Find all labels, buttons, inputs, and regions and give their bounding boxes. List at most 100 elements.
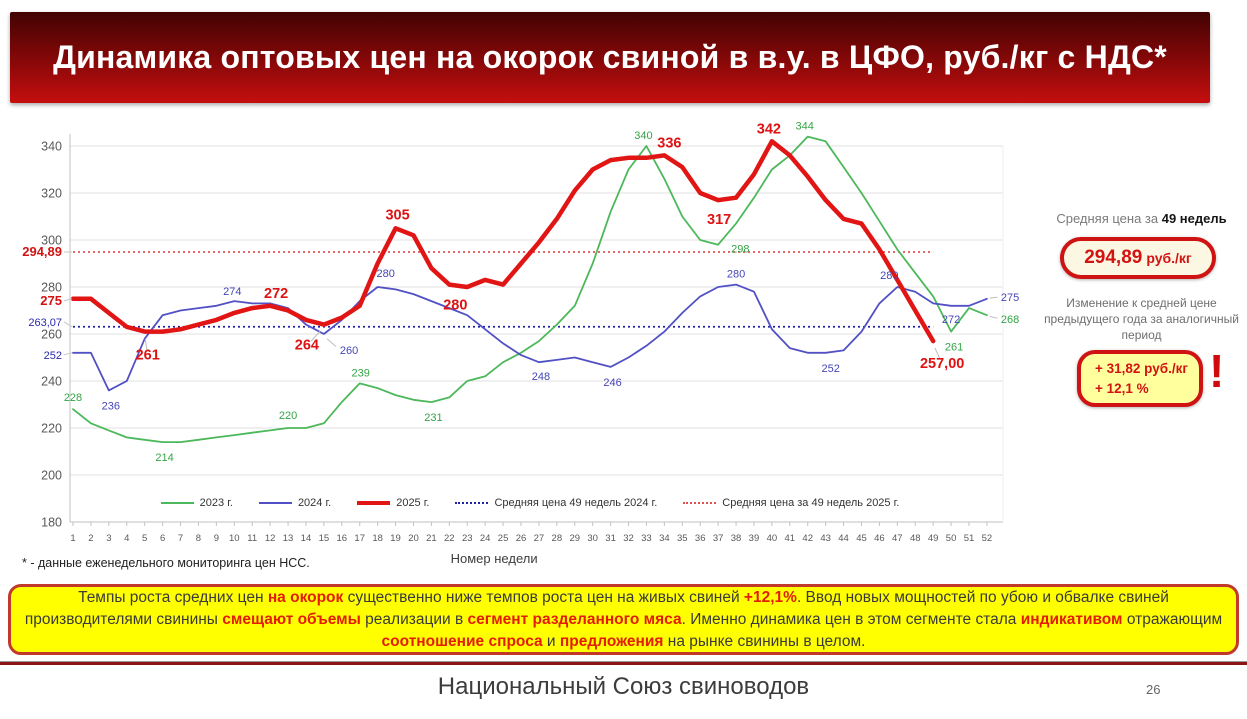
y-tick-label: 340: [41, 140, 62, 154]
avg-price-unit: руб./кг: [1146, 250, 1192, 266]
data-label: 280: [376, 268, 394, 280]
data-label: 246: [603, 377, 621, 389]
x-tick-label: 21: [426, 533, 437, 544]
x-tick-label: 47: [892, 533, 903, 544]
data-label: 220: [279, 410, 297, 422]
legend-item: Средняя цена за 49 недель 2025 г.: [683, 497, 899, 509]
callout-leader: [63, 352, 73, 356]
x-tick-label: 36: [695, 533, 706, 544]
legend-line-sample: [258, 502, 292, 504]
x-tick-label: 49: [928, 533, 939, 544]
avg-price-box: 294,89 руб./кг: [1060, 237, 1216, 279]
y-tick-label: 240: [41, 375, 62, 389]
axis-callout: 275: [40, 293, 62, 308]
data-label: 214: [155, 452, 173, 464]
x-tick-label: 16: [337, 533, 348, 544]
series-line-2025 г.: [70, 139, 936, 344]
x-tick-label: 27: [534, 533, 545, 544]
label-leader: [934, 347, 941, 360]
legend-label: Средняя цена за 49 недель 2025 г.: [722, 497, 900, 509]
legend-dotted-line-sample: [683, 502, 717, 504]
x-tick-label: 28: [552, 533, 563, 544]
summary-highlight: предложения: [559, 632, 664, 650]
x-tick-label: 39: [749, 533, 760, 544]
x-tick-label: 50: [946, 533, 957, 544]
x-tick-label: 11: [247, 533, 257, 544]
footer-organization: Национальный Союз свиноводов: [437, 673, 810, 700]
x-tick-label: 3: [106, 533, 111, 544]
change-abs-value: + 31,82 руб./кг: [1095, 361, 1188, 376]
legend-dotted-line-sample: [455, 502, 489, 504]
legend-line-sample: [357, 501, 391, 505]
data-label: 231: [424, 412, 442, 424]
x-tick-label: 26: [516, 533, 527, 544]
axis-callout: 252: [44, 350, 62, 362]
x-tick-label: 24: [480, 533, 491, 544]
x-tick-label: 14: [301, 533, 312, 544]
label-leader: [989, 296, 998, 299]
data-label: 261: [945, 342, 963, 354]
summary-highlight: сегмент разделанного мяса: [467, 610, 682, 628]
y-tick-label: 220: [41, 422, 62, 436]
page-title: Динамика оптовых цен на окорок свиной в …: [53, 39, 1167, 75]
summary-highlight: индикативом: [1020, 610, 1123, 628]
x-tick-label: 19: [390, 533, 401, 544]
data-label: 268: [1001, 314, 1019, 326]
x-axis-title: Номер недели: [451, 551, 538, 566]
summary-plain: реализации в: [360, 610, 468, 628]
summary-plain: . Именно динамика цен в этом сегменте ст…: [681, 610, 1021, 628]
summary-plain: существенно ниже темпов роста цен на жив…: [343, 588, 744, 606]
footnote: * - данные еженедельного мониторинга цен…: [22, 556, 310, 570]
data-label: 317: [707, 212, 731, 228]
data-label: 344: [796, 121, 814, 133]
legend-label: Средняя цена 49 недель 2024 г.: [494, 497, 658, 509]
x-tick-label: 40: [767, 533, 778, 544]
data-label: 305: [385, 207, 409, 223]
legend-label: 2024 г.: [297, 497, 332, 509]
x-tick-label: 17: [354, 533, 365, 544]
x-tick-label: 13: [283, 533, 294, 544]
data-label: 274: [223, 286, 241, 298]
x-tick-label: 45: [856, 533, 867, 544]
axis-callout: 294,89: [22, 244, 62, 259]
x-tick-label: 5: [142, 533, 147, 544]
label-leader: [326, 338, 337, 347]
x-tick-label: 38: [731, 533, 742, 544]
data-label: 264: [295, 338, 319, 354]
data-label: 261: [136, 348, 160, 364]
summary-text: Темпы роста средних цен на окорок сущест…: [11, 587, 1236, 653]
callout-leader: [63, 298, 73, 302]
x-tick-label: 30: [587, 533, 598, 544]
data-label: 342: [757, 121, 781, 137]
legend-item: 2023 г.: [160, 497, 233, 509]
data-label: 272: [264, 286, 288, 302]
summary-highlight: соотношение спроса: [381, 632, 543, 650]
exclamation-mark: !: [1209, 345, 1225, 397]
data-label: 252: [821, 363, 839, 375]
legend-line-sample: [160, 502, 194, 504]
axis-callout: 263,07: [28, 317, 62, 329]
x-tick-label: 34: [659, 533, 670, 544]
summary-plain: . Ввод новых мощностей по убою и обвалке…: [24, 588, 1169, 628]
x-tick-label: 15: [319, 533, 330, 544]
x-tick-label: 52: [982, 533, 993, 544]
x-tick-label: 9: [214, 533, 219, 544]
data-label: 239: [352, 367, 370, 379]
footer-divider: [0, 661, 1247, 665]
summary-highlight: смещают объемы: [222, 610, 361, 628]
data-label: 280: [880, 270, 898, 282]
x-tick-label: 37: [713, 533, 724, 544]
y-tick-label: 200: [41, 469, 62, 483]
summary-banner: Темпы роста средних цен на окорок сущест…: [8, 584, 1239, 655]
legend-label: 2025 г.: [396, 497, 430, 509]
data-label: 228: [64, 392, 82, 404]
legend-item: Средняя цена 49 недель 2024 г.: [455, 497, 657, 509]
label-leader: [310, 330, 321, 342]
x-tick-label: 33: [641, 533, 652, 544]
data-label: 275: [1001, 292, 1019, 304]
x-tick-label: 41: [785, 533, 796, 544]
x-tick-label: 35: [677, 533, 688, 544]
y-tick-label: 280: [41, 281, 62, 295]
